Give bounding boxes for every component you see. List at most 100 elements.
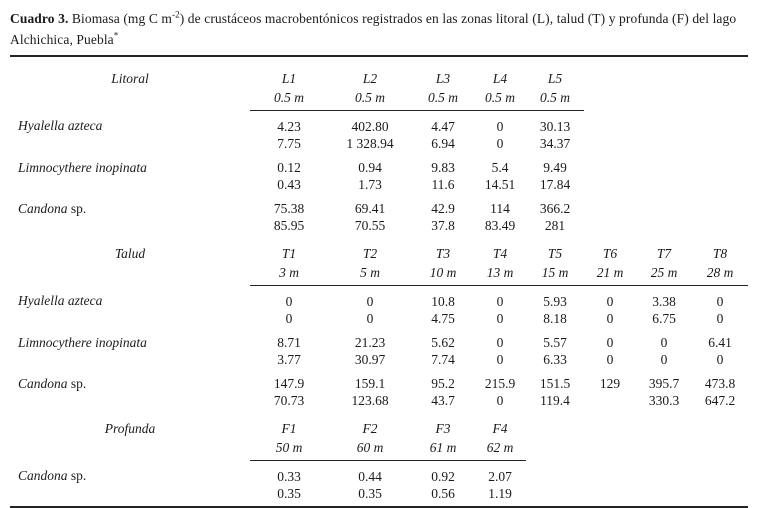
- depth-cell: [584, 89, 636, 111]
- species-mean-row: Candona sp. 0.33 0.44 0.92 2.07: [10, 461, 748, 486]
- sd-value-cell: [584, 135, 636, 152]
- station-cell: T8: [712, 246, 728, 262]
- species-name: Hyalella azteca: [10, 286, 250, 311]
- station-cell: [636, 409, 692, 439]
- species-row-spacer: [10, 310, 250, 327]
- station-cell: T4: [492, 246, 508, 262]
- section-name: Litoral: [111, 71, 149, 87]
- mean-value-cell: 129: [599, 375, 621, 391]
- species-mean-row: Candona sp. 75.38 69.41 42.9 114 366.2: [10, 193, 748, 217]
- mean-value-cell: [636, 461, 692, 486]
- table-caption: Cuadro 3. Biomasa (mg C m-2) de crustáce…: [10, 9, 748, 50]
- depth-cell: 61 m: [412, 439, 474, 462]
- sd-value-cell: 281: [544, 217, 566, 233]
- species-sd-row: 0 0 4.75 0 8.18 0 6.75 0: [10, 310, 748, 327]
- sd-value-cell: 3.77: [277, 351, 301, 367]
- depth-cell: 13 m: [474, 264, 526, 287]
- mean-value-cell: 9.83: [431, 159, 455, 175]
- sd-value-cell: 17.84: [539, 176, 571, 192]
- mean-value-cell: 0: [285, 293, 293, 309]
- station-cell: L5: [547, 71, 563, 87]
- section-header-row-profunda: Profunda F1 F2 F3 F4: [10, 409, 748, 439]
- station-cell: F3: [435, 421, 451, 437]
- mean-value-cell: 10.8: [431, 293, 455, 309]
- mean-value-cell: 0: [496, 293, 504, 309]
- mean-value-cell: 2.07: [488, 468, 512, 484]
- station-cell: T7: [656, 246, 672, 262]
- mean-value-cell: 0: [496, 118, 504, 134]
- species-row-spacer: [10, 217, 250, 234]
- depth-row-spacer: [10, 439, 250, 461]
- depth-cell: 62 m: [474, 439, 526, 462]
- depth-cell: 0.5 m: [474, 89, 526, 112]
- mean-value-cell: 69.41: [354, 200, 386, 216]
- species-sd-row: 70.73 123.68 43.7 0 119.4 330.3 647.2: [10, 392, 748, 409]
- mean-value-cell: [636, 193, 692, 217]
- depth-cell: 0.5 m: [250, 89, 328, 112]
- species-sd-row: 85.95 70.55 37.8 83.49 281: [10, 217, 748, 234]
- section-header-row-litoral: Litoral L1 L2 L3 L4 L5: [10, 59, 748, 89]
- mean-value-cell: 473.8: [704, 375, 736, 391]
- mean-value-cell: 30.13: [539, 118, 571, 134]
- sd-value-cell: 0.43: [277, 176, 301, 192]
- depth-row-spacer: [10, 264, 250, 286]
- sd-value-cell: [636, 176, 692, 193]
- species-name: Candona sp.: [10, 368, 250, 392]
- station-cell: T5: [547, 246, 563, 262]
- sd-value-cell: 8.18: [543, 310, 567, 326]
- station-cell: L2: [362, 71, 378, 87]
- mean-value-cell: [692, 193, 748, 217]
- species-mean-row: Limnocythere inopinata 0.12 0.94 9.83 5.4 9.4…: [10, 152, 748, 176]
- species-mean-row: Candona sp. 147.9 159.1 95.2 215.9 151.5 129 39…: [10, 368, 748, 392]
- sd-value-cell: 1 328.94: [346, 135, 394, 151]
- biomass-table-body: Litoral L1 L2 L3 L4 L5 0.5 m 0.5 m 0.5 m 0.5 m 0.5…: [10, 59, 748, 502]
- sd-value-cell: 0: [496, 351, 504, 367]
- sd-value-cell: 43.7: [431, 392, 455, 408]
- section-name: Talud: [114, 246, 146, 262]
- depth-cell: 50 m: [250, 439, 328, 462]
- mean-value-cell: [692, 461, 748, 486]
- mean-value-cell: 3.38: [652, 293, 676, 309]
- mean-value-cell: 147.9: [273, 375, 305, 391]
- species-name-italic: Hyalella azteca: [18, 293, 103, 309]
- mean-value-cell: 114: [490, 200, 510, 216]
- depth-cell: 0.5 m: [412, 89, 474, 112]
- mean-value-cell: 8.71: [277, 334, 301, 350]
- sd-value-cell: 0: [660, 351, 668, 367]
- sd-value-cell: [526, 485, 584, 502]
- sd-value-cell: 0: [496, 310, 504, 326]
- depth-cell: [636, 439, 692, 461]
- table-caption-text-1: Biomasa (mg C m: [68, 11, 173, 26]
- mean-value-cell: 5.57: [543, 334, 567, 350]
- sd-value-cell: 34.37: [539, 135, 571, 151]
- table-caption-number: Cuadro 3.: [10, 11, 69, 26]
- depth-cell: [636, 89, 692, 111]
- caption-asterisk: *: [113, 30, 119, 41]
- station-cell: [636, 59, 692, 89]
- species-row-spacer: [10, 176, 250, 193]
- mean-value-cell: 0: [716, 293, 724, 309]
- sd-value-cell: 6.94: [431, 135, 455, 151]
- mean-value-cell: [584, 193, 636, 217]
- depth-cell: 21 m: [584, 264, 636, 287]
- depth-cell: [584, 439, 636, 461]
- sd-value-cell: [584, 485, 636, 502]
- species-name-suffix: sp.: [67, 375, 87, 391]
- mean-value-cell: 6.41: [708, 334, 732, 350]
- mean-value-cell: 42.9: [431, 200, 455, 216]
- sd-value-cell: [692, 485, 748, 502]
- mean-value-cell: 4.47: [431, 118, 455, 134]
- mean-value-cell: 5.4: [491, 159, 509, 175]
- mean-value-cell: 5.62: [431, 334, 455, 350]
- mean-value-cell: 0.92: [431, 468, 455, 484]
- mean-value-cell: [636, 111, 692, 136]
- sd-value-cell: [692, 176, 748, 193]
- species-mean-row: Limnocythere inopinata 8.71 21.23 5.62 0 5.57…: [10, 327, 748, 351]
- species-name-italic: Candona: [18, 200, 68, 216]
- units-superscript: -2: [172, 9, 180, 20]
- biomass-table: Litoral L1 L2 L3 L4 L5 0.5 m 0.5 m 0.5 m 0.5 m 0.5…: [10, 59, 748, 502]
- depth-row-spacer: [10, 89, 250, 111]
- mean-value-cell: 0.33: [277, 468, 301, 484]
- mean-value-cell: 402.80: [351, 118, 389, 134]
- mean-value-cell: 0.94: [358, 159, 382, 175]
